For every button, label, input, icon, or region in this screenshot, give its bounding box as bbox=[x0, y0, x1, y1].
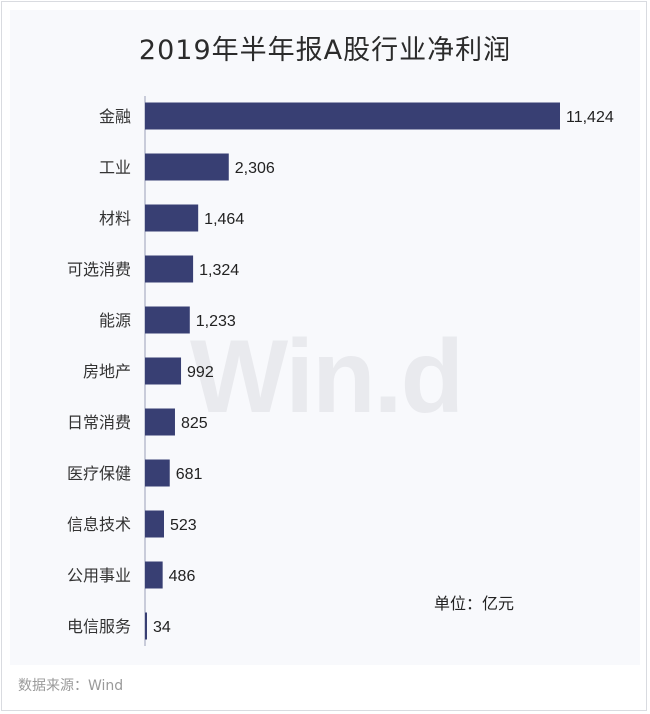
data-label: 1,464 bbox=[204, 211, 244, 228]
data-label: 2,306 bbox=[235, 160, 275, 177]
bar bbox=[145, 153, 229, 181]
bar bbox=[145, 510, 164, 538]
bar bbox=[145, 204, 199, 232]
category-tick-label: 医疗保健 bbox=[67, 464, 131, 483]
data-label: 825 bbox=[181, 415, 208, 432]
bar bbox=[145, 255, 194, 283]
bar bbox=[145, 357, 182, 385]
data-label: 34 bbox=[153, 619, 171, 636]
data-label: 523 bbox=[170, 517, 197, 534]
data-label: 1,324 bbox=[199, 262, 239, 279]
category-tick-label: 房地产 bbox=[83, 362, 131, 381]
category-tick-label: 材料 bbox=[99, 209, 131, 228]
data-label: 681 bbox=[176, 466, 203, 483]
data-label: 992 bbox=[187, 364, 214, 381]
category-tick-label: 电信服务 bbox=[67, 617, 131, 636]
category-tick-label: 日常消费 bbox=[67, 413, 131, 432]
category-tick-label: 信息技术 bbox=[67, 515, 131, 534]
source-label: 数据来源：Wind bbox=[18, 678, 124, 694]
data-label: 11,424 bbox=[566, 109, 614, 126]
category-tick-label: 能源 bbox=[99, 311, 131, 330]
bar bbox=[145, 102, 560, 130]
bar bbox=[145, 306, 190, 334]
data-label: 486 bbox=[169, 568, 196, 585]
category-tick-label: 工业 bbox=[99, 158, 131, 177]
category-tick-label: 金融 bbox=[99, 107, 131, 126]
chart-title: 2019年半年报A股行业净利润 bbox=[138, 35, 512, 66]
bar bbox=[145, 459, 170, 487]
category-tick-label: 可选消费 bbox=[67, 260, 131, 279]
bar bbox=[145, 408, 175, 436]
bar bbox=[145, 561, 163, 589]
unit-label: 单位：亿元 bbox=[434, 594, 515, 613]
data-label: 1,233 bbox=[196, 313, 236, 330]
category-tick-label: 公用事业 bbox=[67, 566, 131, 585]
bar bbox=[145, 612, 147, 640]
